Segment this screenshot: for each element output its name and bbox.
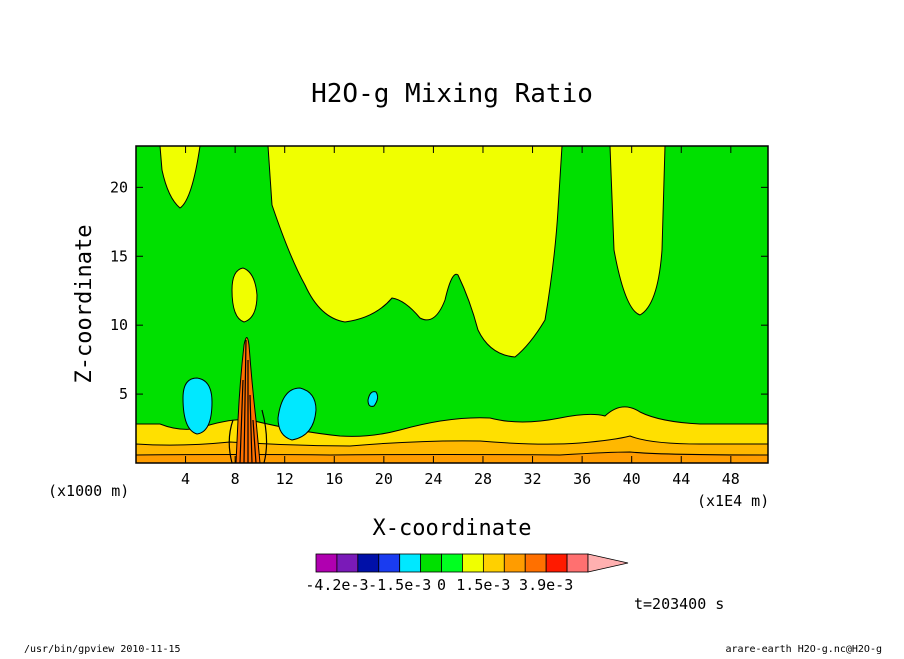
colorbar-bin xyxy=(503,553,526,573)
colorbar-label: 0 xyxy=(437,576,446,594)
x-tick-label: 40 xyxy=(623,470,641,488)
x-tick-label: 12 xyxy=(276,470,294,488)
cyan-region-right xyxy=(277,387,317,441)
footer-right: arare-earth_H2O-g.nc@H2O-g xyxy=(725,644,882,654)
upper-yellow-region-center xyxy=(267,146,563,358)
x-tick-label: 28 xyxy=(474,470,492,488)
colorbar-bin xyxy=(420,553,442,573)
colorbar: -4.2e-3 -1.5e-3 0 1.5e-3 3.9e-3 xyxy=(305,553,629,594)
colorbar-bin xyxy=(545,553,568,573)
plot-area xyxy=(136,146,768,463)
upper-yellow-region-plume-top xyxy=(231,267,258,323)
y-tick-label: 10 xyxy=(110,316,128,334)
colorbar-bin xyxy=(482,553,505,573)
colorbar-label: -1.5e-3 xyxy=(368,576,431,594)
colorbar-bin xyxy=(315,553,338,573)
upper-yellow-region-right xyxy=(609,146,666,316)
surface-deep-orange-band xyxy=(136,451,768,463)
time-label: t=203400 s xyxy=(634,595,724,613)
y-tick-label: 5 xyxy=(119,385,128,403)
upper-yellow-region-left xyxy=(159,146,201,209)
x-tick-label: 24 xyxy=(424,470,442,488)
colorbar-extend-arrow xyxy=(587,553,629,573)
y-axis-ticks: 5 10 15 20 xyxy=(110,178,768,403)
x-tick-label: 4 xyxy=(181,470,190,488)
x-tick-label: 16 xyxy=(325,470,343,488)
colorbar-bin xyxy=(399,553,422,573)
x-axis-label: X-coordinate xyxy=(373,516,532,541)
colorbar-bin xyxy=(566,553,589,573)
colorbar-label: 3.9e-3 xyxy=(519,576,573,594)
y-tick-label: 15 xyxy=(110,247,128,265)
x-axis-ticks: 4 8 12 16 20 24 28 32 36 40 44 48 xyxy=(181,146,740,488)
x-unit-left: (x1000 m) xyxy=(48,482,129,500)
colorbar-bin xyxy=(336,553,359,573)
plot-frame xyxy=(135,145,769,464)
x-tick-label: 36 xyxy=(573,470,591,488)
colorbar-bin xyxy=(378,553,401,573)
x-tick-label: 48 xyxy=(722,470,740,488)
colorbar-bin xyxy=(524,553,547,573)
footer-left: /usr/bin/gpview 2010-11-15 xyxy=(24,644,181,654)
x-tick-label: 20 xyxy=(375,470,393,488)
y-axis-label: Z-coordinate xyxy=(72,225,97,384)
colorbar-label: -4.2e-3 xyxy=(305,576,368,594)
colorbar-bin xyxy=(462,553,484,573)
x-unit-right: (x1E4 m) xyxy=(697,492,769,510)
colorbar-label: 1.5e-3 xyxy=(456,576,510,594)
cyan-region-left xyxy=(182,377,213,435)
x-tick-label: 44 xyxy=(672,470,690,488)
chart-title: H2O-g Mixing Ratio xyxy=(311,79,593,109)
plume-contour-lines xyxy=(228,339,268,463)
cyan-region-small xyxy=(367,391,379,407)
colorbar-bin xyxy=(441,553,463,573)
x-tick-label: 32 xyxy=(524,470,542,488)
x-tick-label: 8 xyxy=(231,470,240,488)
colorbar-bin xyxy=(357,553,380,573)
y-tick-label: 20 xyxy=(110,178,128,196)
